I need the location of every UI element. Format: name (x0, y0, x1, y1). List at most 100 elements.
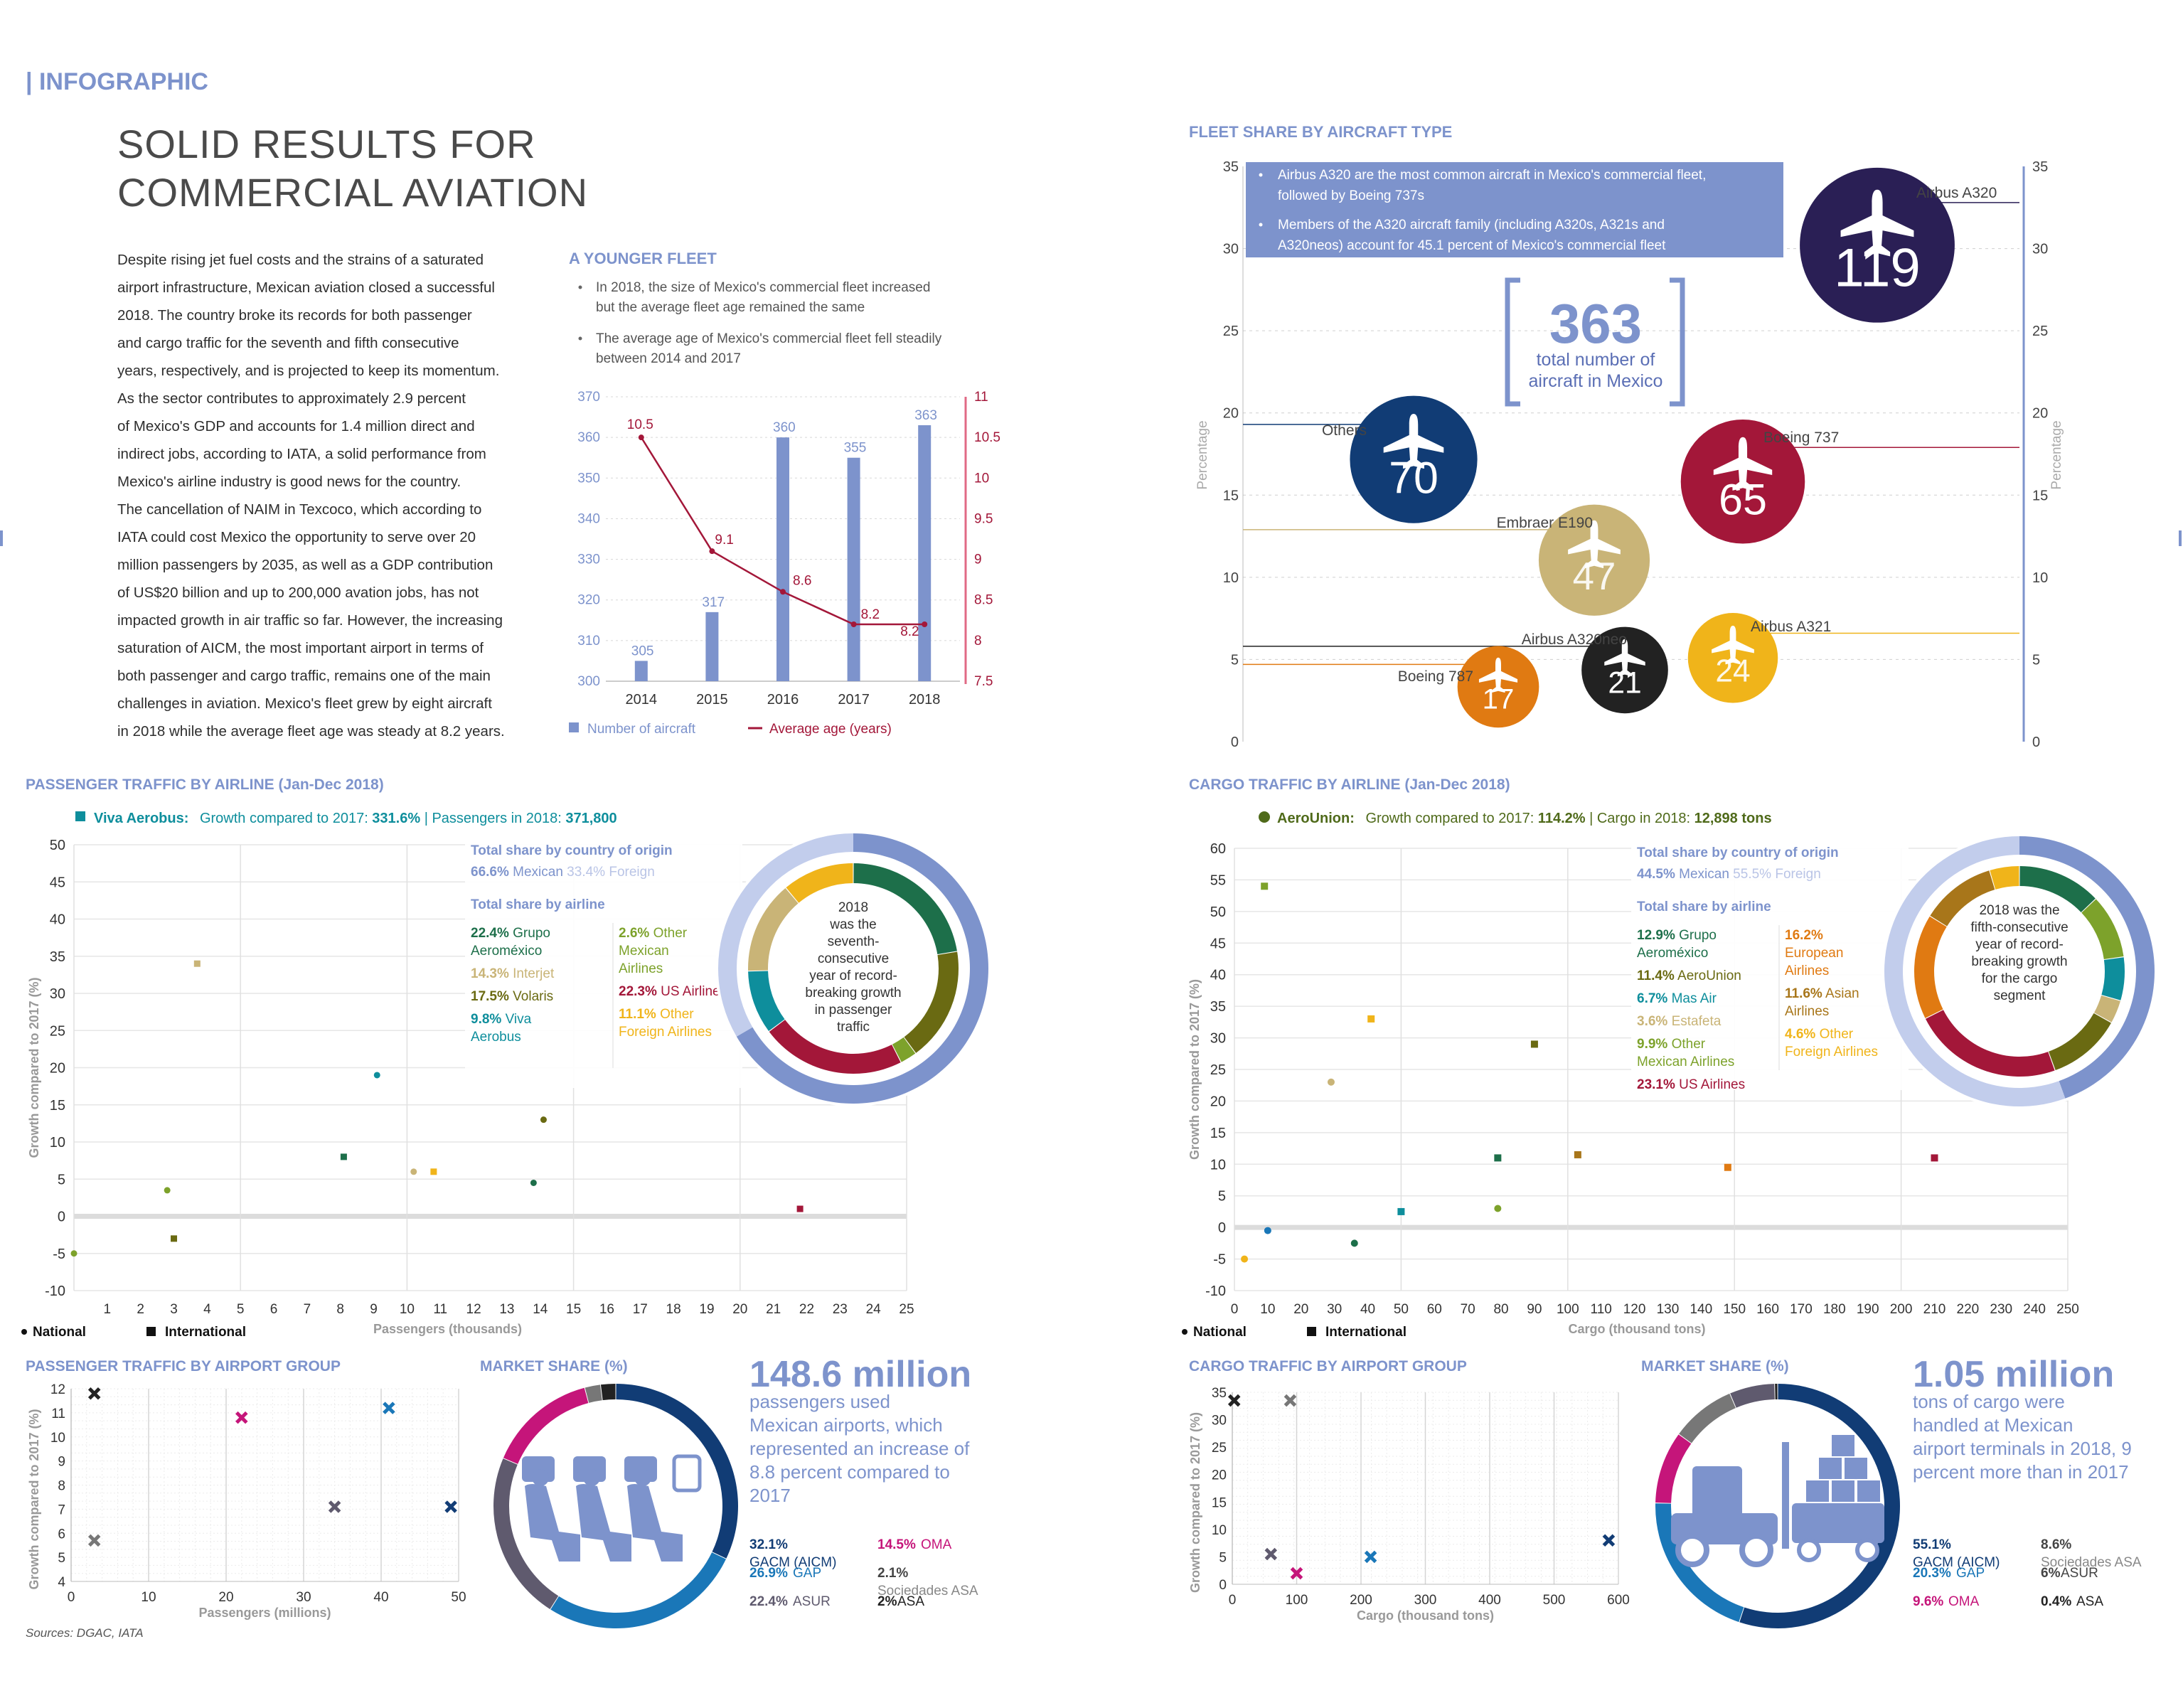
x-axis-label: Cargo (thousand tons) (1569, 1322, 1706, 1336)
intro-line: in 2018 while the average fleet age was … (117, 723, 505, 740)
share-count: 47 (1573, 555, 1616, 598)
x-tick-label: 15 (566, 1302, 581, 1317)
bracket-left (1505, 277, 1520, 407)
x-tick-label: 5 (237, 1302, 245, 1317)
x-tick-label: 110 (1591, 1302, 1612, 1317)
age-point (780, 589, 786, 595)
fleet-age-note-line: In 2018, the size of Mexico's commercial… (596, 280, 930, 295)
market-share-value: 55.1% (1913, 1537, 1951, 1552)
y2-tick-label: 10 (974, 471, 989, 486)
x-tick-label: 12 (466, 1302, 481, 1317)
y-tick-label: 5 (1219, 1550, 1227, 1565)
highlight-highlight-growth: 114.2% (1534, 811, 1586, 826)
x-tick-label: 230 (1990, 1302, 2012, 1317)
share-label: Interjet (509, 966, 555, 981)
donut-segment (2019, 866, 2096, 912)
y-tick-label: 370 (577, 390, 600, 405)
intro-line: million passengers by 2035, as well as a… (117, 557, 493, 573)
airline-share-right: 4.6% Other (1785, 1027, 1854, 1042)
donut-segment (1990, 866, 2019, 890)
y-tick-label: 10 (1223, 570, 1239, 586)
airport-point (328, 1500, 341, 1513)
market-share-label: Sociedades ASA (877, 1584, 978, 1598)
airline-share-left: 11.4% AeroUnion (1637, 968, 1741, 983)
share-label-line2: Mexican Airlines (1637, 1055, 1734, 1069)
y-tick-label: 9 (58, 1455, 65, 1470)
bar (634, 661, 648, 681)
x-axis-label: Passengers (millions) (198, 1606, 331, 1620)
pax-airline-shares: Total share by country of origin 66.6% Me… (465, 831, 991, 1106)
market-share-label: GACM (AICM) (749, 1555, 836, 1570)
age-value-label: 8.2 (900, 624, 919, 639)
bullet-dot (1259, 223, 1263, 227)
donut-center-text: breaking growth (805, 986, 901, 1000)
airport-point (444, 1500, 457, 1513)
x-tick-label: 2 (137, 1302, 144, 1317)
y-tick-label: 8 (58, 1479, 65, 1494)
national-point (164, 1187, 171, 1194)
international-point (1931, 1154, 1938, 1162)
airplane-shape (1712, 625, 1754, 665)
share-label: Asian (1822, 986, 1859, 1001)
airline-share-left: 14.3% Interjet (471, 966, 555, 981)
aircraft-type-label: Others (1322, 422, 1367, 439)
x-tick-label: 1 (104, 1302, 112, 1317)
international-point (1367, 1015, 1375, 1023)
donut-segment (748, 887, 799, 971)
x-tick-label: 50 (451, 1590, 466, 1605)
y-tick-label: 45 (50, 875, 65, 890)
aircraft-type-label: Boeing 787 (1398, 668, 1473, 685)
market-share-label: OMA (921, 1537, 952, 1552)
intro-line: impacted growth in air traffic so far. H… (117, 612, 503, 629)
y-tick-label: 6 (58, 1527, 65, 1542)
x-tick-label: 30 (296, 1590, 311, 1605)
y-tick-label: 5 (1218, 1189, 1226, 1205)
market-share-label: GAP (1956, 1566, 1985, 1581)
national-point (1241, 1255, 1249, 1263)
x-tick-label: 50 (1394, 1302, 1409, 1317)
x-tick-label: 500 (1543, 1593, 1566, 1608)
legend-national-swatch (1182, 1329, 1187, 1335)
airport-point (87, 1534, 101, 1547)
market-share-value: 20.3% (1913, 1566, 1951, 1581)
x-tick-label: 2014 (626, 692, 658, 708)
x-tick-label: 140 (1690, 1302, 1712, 1317)
country-share-values: 66.6% Mexican 33.4% Foreign (471, 865, 655, 880)
x-tick-label: 3 (170, 1302, 178, 1317)
x-tick-label: 150 (1723, 1302, 1746, 1317)
y-tick-label: 40 (1210, 968, 1226, 983)
y-tick-label: 330 (577, 553, 600, 567)
notes-box (1246, 162, 1783, 257)
x-tick-label: 19 (699, 1302, 714, 1317)
market-share-value: 9.6% (1913, 1594, 1943, 1609)
headline-caption: tons of cargo were (1913, 1391, 2065, 1412)
highlight-highlight-sep: | Cargo in 2018: (1586, 811, 1691, 826)
x-tick-label: 100 (1557, 1302, 1579, 1317)
fleet-age-chart: 300 310 320 330 340 350 360 370 7.5 8 8.5 9 9.5 10 10.… (577, 390, 1000, 708)
page-marker-left (0, 530, 3, 546)
x-tick-label: 40 (373, 1590, 388, 1605)
legend-international-swatch (146, 1327, 156, 1336)
x-tick-label: 200 (1890, 1302, 1913, 1317)
passenger-seat-icon (627, 1484, 683, 1562)
x-axis-label: Cargo (thousand tons) (1357, 1608, 1494, 1623)
share-value: 16.2% (1785, 928, 1823, 943)
market-share-value: 14.5% (877, 1537, 916, 1552)
fleet-age-note-line: The average age of Mexico's commercial f… (596, 331, 942, 346)
x-tick-label: 4 (203, 1302, 211, 1317)
share-value: 2.6% (619, 926, 649, 941)
fleet-age-note-line: but the average fleet age remained the s… (596, 300, 865, 315)
y2-tick-label: 9.5 (974, 511, 993, 526)
airline-share-left: 22.4% Grupo (471, 926, 550, 941)
bar (847, 457, 860, 681)
market-share-value: 6% (2041, 1566, 2061, 1581)
airline-share-left: 12.9% Grupo (1637, 928, 1717, 943)
airline-share-left: 9.8% Viva (471, 1012, 532, 1027)
donut-segment (1930, 870, 1995, 927)
airplane-icon (1840, 189, 1914, 257)
headline-caption: represented an increase of (749, 1438, 970, 1459)
donut-segment (769, 1020, 901, 1074)
x-tick-label: 30 (1327, 1302, 1342, 1317)
donut-center-text: fifth-consecutive (1970, 920, 2068, 935)
age-point (850, 621, 857, 627)
